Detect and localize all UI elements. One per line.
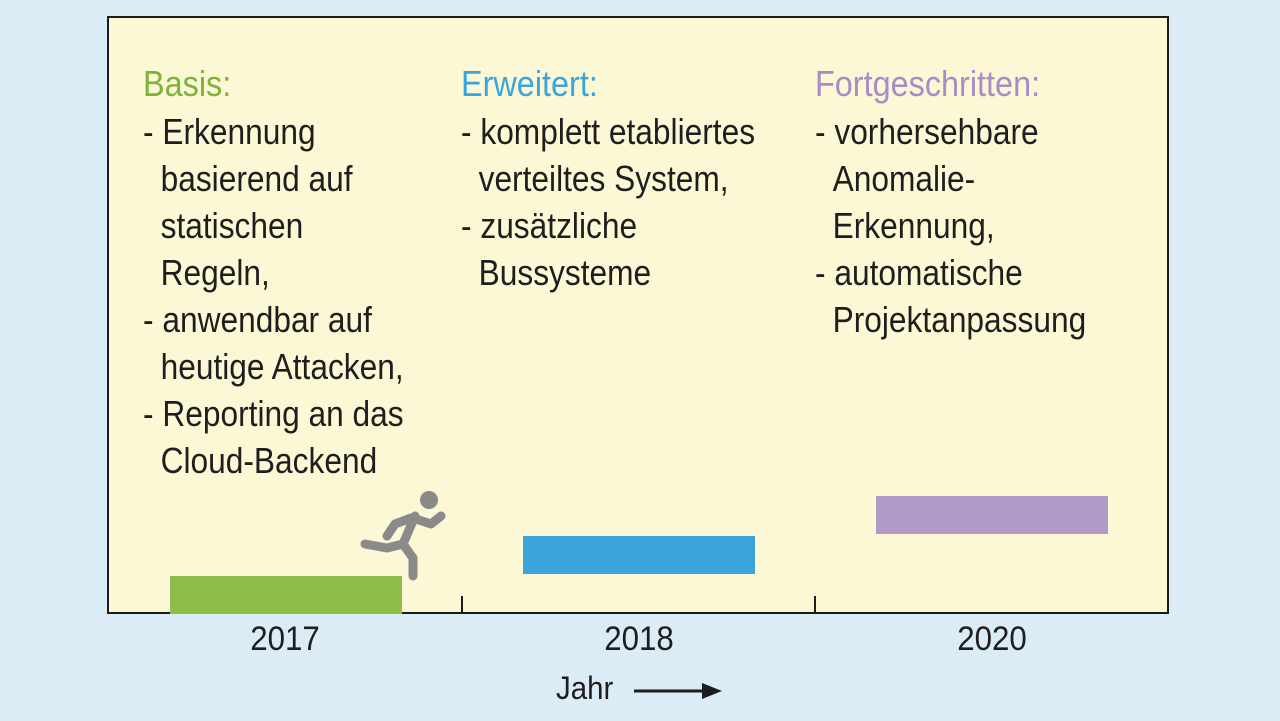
bar-2017 bbox=[170, 576, 402, 614]
stage-basis-list: - Erkennung basierend auf statischen Reg… bbox=[143, 108, 443, 484]
axis-label: Jahr bbox=[556, 670, 614, 706]
stage-basis: Basis: - Erkennung basierend auf statisc… bbox=[143, 64, 443, 484]
year-label-2020: 2020 bbox=[957, 620, 1027, 658]
arrow-right-icon bbox=[634, 683, 722, 699]
year-label-2017: 2017 bbox=[250, 620, 320, 658]
year-label-2018: 2018 bbox=[604, 620, 674, 658]
stage-erweitert: Erweitert: - komplett etabliertes vertei… bbox=[461, 64, 801, 296]
stage-fortgeschritten-title: Fortgeschritten: bbox=[815, 63, 1041, 104]
roadmap-panel: Basis: - Erkennung basierend auf statisc… bbox=[107, 16, 1169, 614]
axis-tick bbox=[461, 596, 463, 612]
stage-erweitert-title: Erweitert: bbox=[461, 63, 598, 104]
stage-basis-item: - Reporting an das Cloud-Backend bbox=[143, 392, 404, 481]
stage-fortgeschritten-item: - vorhersehbare Anomalie-Erkennung, bbox=[815, 110, 1039, 246]
stage-fortgeschritten: Fortgeschritten: - vorhersehbare Anomali… bbox=[815, 64, 1165, 343]
axis-tick bbox=[814, 596, 816, 612]
bar-2020 bbox=[876, 496, 1108, 534]
stage-basis-item: - Erkennung basierend auf statischen Reg… bbox=[143, 110, 353, 293]
bar-2018 bbox=[523, 536, 755, 574]
stage-erweitert-item: - komplett etabliertes verteiltes System… bbox=[461, 110, 756, 199]
stage-fortgeschritten-item: - automatische Projektanpassung bbox=[815, 251, 1087, 340]
stage-basis-item: - anwendbar auf heutige Attacken, bbox=[143, 298, 404, 387]
stage-fortgeschritten-list: - vorhersehbare Anomalie-Erkennung, - au… bbox=[815, 108, 1165, 343]
stage-erweitert-item: - zusätzliche Bussysteme bbox=[461, 204, 652, 293]
stage-erweitert-list: - komplett etabliertes verteiltes System… bbox=[461, 108, 801, 296]
stage-basis-title: Basis: bbox=[143, 63, 232, 104]
running-person-icon bbox=[360, 491, 446, 581]
